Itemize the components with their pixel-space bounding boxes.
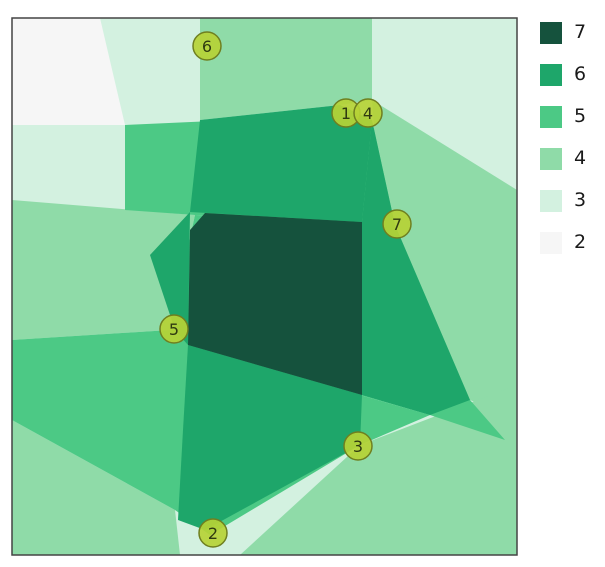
region-level-6-upper — [190, 105, 372, 222]
region-level-2 — [12, 18, 125, 125]
region-level-6-middle — [150, 212, 190, 345]
legend-label: 5 — [574, 105, 587, 127]
marker-2: 2 — [198, 518, 228, 548]
marker-label: 7 — [392, 215, 402, 234]
legend-item: 3 — [540, 188, 600, 230]
legend-label: 2 — [574, 231, 587, 253]
marker-circle — [382, 209, 412, 239]
marker-label: 3 — [353, 437, 363, 456]
marker-circle — [198, 518, 228, 548]
marker-3: 3 — [343, 431, 373, 461]
legend-item: 2 — [540, 230, 600, 272]
marker-circle — [192, 31, 222, 61]
legend-swatch — [540, 232, 562, 254]
marker-layer: 1 4 6 7 5 3 2 — [159, 31, 412, 548]
marker-6: 6 — [192, 31, 222, 61]
region-level-4-left — [12, 200, 195, 340]
region-level-6-right — [362, 120, 470, 415]
marker-circle — [353, 98, 383, 128]
marker-circle — [159, 314, 189, 344]
legend-label: 3 — [574, 189, 587, 211]
legend-swatch — [540, 148, 562, 170]
legend-label: 6 — [574, 63, 587, 85]
legend-swatch — [540, 190, 562, 212]
legend-item: 7 — [540, 20, 600, 62]
marker-circle — [343, 431, 373, 461]
legend-swatch — [540, 106, 562, 128]
region-level-4-bottom-right — [240, 385, 517, 555]
legend-item: 5 — [540, 104, 600, 146]
legend-label: 7 — [574, 21, 587, 43]
region-level-4-right — [372, 100, 517, 420]
diagram-frame — [11, 17, 518, 556]
region-level-6-lower — [178, 345, 362, 530]
legend-swatch — [540, 64, 562, 86]
legend: 7 6 5 4 3 2 — [540, 20, 600, 272]
legend-label: 4 — [574, 147, 587, 169]
marker-5: 5 — [159, 314, 189, 344]
legend-item: 4 — [540, 146, 600, 188]
marker-4: 4 — [353, 98, 383, 128]
marker-label: 5 — [169, 320, 179, 339]
legend-swatch — [540, 22, 562, 44]
coverage-diagram: 1 4 6 7 5 3 2 — [11, 17, 518, 556]
region-level-7 — [188, 213, 362, 395]
marker-label: 6 — [202, 37, 212, 56]
region-level-4-bottom — [12, 420, 180, 555]
region-level-4-top — [200, 18, 372, 120]
marker-label: 1 — [341, 104, 351, 123]
marker-label: 4 — [363, 104, 373, 123]
marker-7: 7 — [382, 209, 412, 239]
marker-label: 2 — [208, 524, 218, 543]
legend-item: 6 — [540, 62, 600, 104]
